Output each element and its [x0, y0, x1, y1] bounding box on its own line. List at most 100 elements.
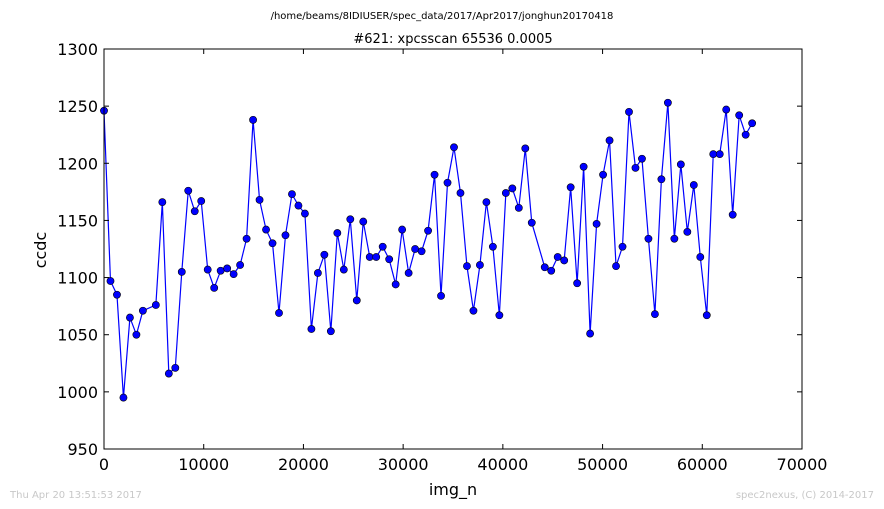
- data-point: [482, 198, 491, 207]
- data-point: [352, 296, 361, 305]
- data-point: [242, 234, 251, 243]
- data-point: [229, 270, 238, 279]
- data-point: [566, 183, 575, 192]
- plot-area: 0 10000 20000 30000 40000 50000 60000 70000 950 1…: [57, 40, 827, 474]
- data-point: [262, 225, 270, 234]
- y-tick-label: 1250: [57, 97, 98, 116]
- data-point: [657, 175, 666, 184]
- data-point: [378, 242, 387, 251]
- data-point: [501, 189, 510, 197]
- data-point: [540, 263, 549, 272]
- data-point: [683, 227, 692, 236]
- data-point: [216, 266, 225, 275]
- data-point: [333, 229, 342, 237]
- y-tick-label: 1050: [57, 326, 98, 345]
- data-point: [430, 170, 439, 179]
- data-point: [612, 262, 620, 271]
- data-point: [158, 198, 167, 207]
- data-point: [605, 136, 614, 145]
- data-point: [365, 253, 374, 261]
- y-tick-label: 1100: [57, 269, 98, 288]
- x-tick-label: 10000: [178, 455, 229, 474]
- data-point: [553, 253, 562, 261]
- data-point: [689, 181, 698, 189]
- data-point: [119, 393, 128, 402]
- data-point: [748, 119, 757, 128]
- data-point: [424, 226, 432, 235]
- footer-timestamp: Thu Apr 20 13:51:53 2017: [9, 490, 142, 501]
- y-axis-label: ccdc: [31, 232, 50, 269]
- data-point: [197, 197, 206, 205]
- data-point: [113, 290, 121, 299]
- data-point: [288, 190, 296, 199]
- x-axis-label: img_n: [429, 480, 477, 500]
- data-point: [527, 218, 536, 227]
- data-point: [715, 150, 724, 159]
- data-point: [281, 231, 290, 240]
- data-point: [268, 239, 277, 248]
- data-point: [404, 269, 413, 277]
- data-point: [676, 160, 685, 169]
- data-point: [385, 255, 394, 264]
- data-point: [702, 311, 711, 320]
- data-point: [599, 170, 607, 179]
- data-point: [236, 261, 245, 269]
- data-point: [223, 264, 232, 273]
- data-point: [463, 262, 471, 271]
- data-point: [450, 143, 458, 152]
- x-tick-label: 30000: [378, 455, 429, 474]
- y-tick-label: 1000: [57, 383, 98, 402]
- data-point: [573, 279, 582, 288]
- data-point: [696, 253, 705, 261]
- data-point: [359, 217, 368, 226]
- data-point: [132, 330, 141, 339]
- data-point: [210, 283, 219, 292]
- x-tick-label: 50000: [577, 455, 628, 474]
- data-point: [547, 266, 556, 275]
- data-point: [346, 215, 355, 224]
- data-point: [301, 209, 309, 218]
- data-point: [313, 269, 322, 277]
- data-point: [456, 189, 465, 197]
- x-tick-label: 40000: [477, 455, 528, 474]
- data-point: [417, 247, 426, 256]
- data-point: [514, 203, 523, 212]
- plot-frame: [103, 48, 803, 450]
- data-point: [398, 225, 407, 234]
- data-point: [488, 242, 497, 251]
- data-point: [106, 277, 115, 285]
- data-point: [437, 291, 445, 300]
- data-point: [508, 184, 517, 193]
- data-point: [443, 178, 452, 187]
- y-tick-label: 1200: [57, 154, 98, 173]
- data-point: [249, 115, 257, 124]
- x-tick-label: 60000: [677, 455, 728, 474]
- data-point: [307, 325, 316, 333]
- data-point: [326, 327, 335, 336]
- data-point: [255, 195, 264, 204]
- data-point: [171, 363, 180, 372]
- data-point: [203, 265, 212, 274]
- x-tick-label: 0: [99, 455, 109, 474]
- data-point: [651, 310, 659, 319]
- data-point: [579, 162, 588, 171]
- y-tick-label: 1150: [57, 211, 98, 230]
- data-point: [592, 219, 601, 228]
- data-point: [476, 261, 484, 269]
- data-point: [521, 144, 530, 153]
- data-point: [320, 250, 329, 259]
- data-point: [411, 245, 420, 253]
- data-point: [164, 369, 173, 378]
- figure-suptitle: /home/beams/8IDIUSER/spec_data/2017/Apr2…: [271, 11, 614, 22]
- data-point: [663, 98, 672, 107]
- data-point: [372, 253, 381, 261]
- data-point: [644, 234, 653, 243]
- data-point: [670, 234, 679, 243]
- y-tick-label: 950: [67, 440, 98, 459]
- series-line: [103, 102, 753, 398]
- data-point: [741, 130, 750, 139]
- data-point: [709, 150, 718, 159]
- chart-title: #621: xpcsscan 65536 0.0005: [353, 32, 552, 47]
- data-point: [151, 301, 160, 309]
